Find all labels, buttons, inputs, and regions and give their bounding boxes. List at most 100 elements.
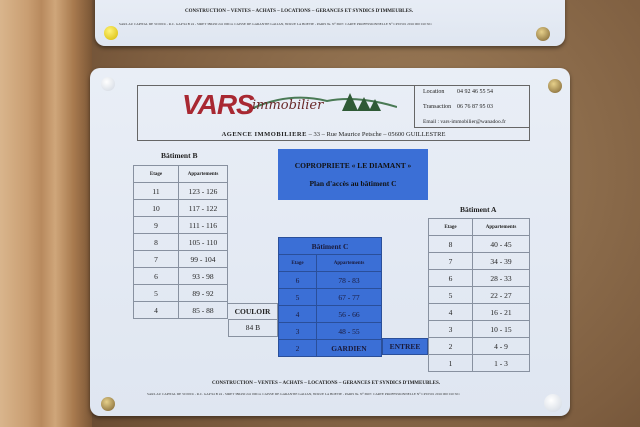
col-floor: Etage: [133, 165, 179, 183]
floor-cell: 4: [428, 303, 473, 321]
col-floor: Etage: [428, 218, 473, 236]
floor-cell: 3: [428, 320, 473, 338]
apartments-cell: 99 - 104: [178, 250, 228, 268]
transaction-label: Transaction: [423, 104, 452, 110]
apartments-cell: 48 - 55: [316, 322, 382, 340]
floor-cell: 6: [133, 267, 179, 285]
apartments-cell: 93 - 98: [178, 267, 228, 285]
table-row: 4 85 - 88: [133, 301, 228, 319]
corridor-label: COULOIR: [228, 303, 278, 320]
building-c-table: Bâtiment C Etage Appartements 6 78 - 83 5 67 …: [278, 237, 382, 357]
pin-icon: [548, 79, 562, 93]
table-row: 6 78 - 83: [278, 271, 382, 289]
footer-legal: SARL AU CAPITAL DE 50 000 € - R.C. GAP 9…: [147, 392, 460, 396]
apartments-cell: 28 - 33: [472, 269, 530, 287]
floor-cell: 6: [278, 271, 317, 289]
floor-cell: 5: [133, 284, 179, 302]
floor-cell: 10: [133, 199, 179, 217]
table-row: 10 117 - 122: [133, 199, 228, 217]
apartments-cell: 34 - 39: [472, 252, 530, 270]
pin-icon: [101, 397, 115, 411]
location-phone: 04 92 46 55 54: [457, 89, 493, 95]
apartments-cell: 78 - 83: [316, 271, 382, 289]
table-row: 5 89 - 92: [133, 284, 228, 302]
table-row: 3 10 - 15: [428, 320, 530, 338]
table-row: 5 22 - 27: [428, 286, 530, 304]
agency-name: AGENCE IMMOBILIERE: [221, 131, 307, 138]
mountain-trees-icon: [247, 93, 397, 112]
floor-cell: 2: [428, 337, 473, 355]
apartments-cell: GARDIEN: [316, 339, 382, 357]
apartments-cell: 67 - 77: [316, 288, 382, 306]
floor-cell: 5: [278, 288, 317, 306]
table-row: 7 99 - 104: [133, 250, 228, 268]
agency-address: AGENCE IMMOBILIERE – 33 – Rue Maurice Pe…: [137, 128, 530, 141]
table-row: 3 48 - 55: [278, 322, 382, 340]
floor-cell: 6: [428, 269, 473, 287]
table-row: 6 93 - 98: [133, 267, 228, 285]
apartments-cell: 123 - 126: [178, 182, 228, 200]
table-row: 4 56 - 66: [278, 305, 382, 323]
pin-icon: [104, 26, 118, 40]
corridor-apartment: 84 B: [228, 319, 278, 337]
floor-cell: 7: [428, 252, 473, 270]
table-row: 2 GARDIEN: [278, 339, 382, 357]
entrance: ENTREE: [382, 338, 428, 355]
table-row: 8 105 - 110: [133, 233, 228, 251]
top-services: CONSTRUCTION – VENTES – ACHATS – LOCATIO…: [185, 9, 414, 14]
apartments-cell: 89 - 92: [178, 284, 228, 302]
pin-icon: [536, 27, 550, 41]
top-sign: CONSTRUCTION – VENTES – ACHATS – LOCATIO…: [95, 0, 565, 46]
floor-cell: 4: [133, 301, 179, 319]
email: Email : vars-immobilier@wanadoo.fr: [423, 119, 506, 125]
building-a-title: Bâtiment A: [460, 205, 497, 214]
table-row: 4 16 - 21: [428, 303, 530, 321]
apartments-cell: 111 - 116: [178, 216, 228, 234]
logo: [137, 85, 415, 128]
floor-cell: 8: [428, 235, 473, 253]
building-c-title: Bâtiment C: [278, 237, 382, 255]
col-floor: Etage: [278, 254, 317, 272]
address-text: – 33 – Rue Maurice Petsche – 05600 GUILL…: [306, 131, 446, 138]
apartments-cell: 1 - 3: [472, 354, 530, 372]
floor-cell: 11: [133, 182, 179, 200]
pin-icon: [544, 394, 562, 412]
wooden-frame: [0, 0, 92, 427]
floor-cell: 8: [133, 233, 179, 251]
apartments-cell: 56 - 66: [316, 305, 382, 323]
copro-subtitle: Plan d'accès au bâtiment C: [309, 179, 397, 188]
table-row: 5 67 - 77: [278, 288, 382, 306]
table-row: 7 34 - 39: [428, 252, 530, 270]
copro-title: COPROPRIETE « LE DIAMANT »: [294, 161, 412, 170]
col-apartments: Appartements: [178, 165, 228, 183]
building-b-table: Etage Appartements 11 123 - 126 10 117 - 122 9…: [133, 165, 228, 319]
apartments-cell: 85 - 88: [178, 301, 228, 319]
pin-icon: [101, 77, 115, 91]
apartments-cell: 4 - 9: [472, 337, 530, 355]
apartments-cell: 40 - 45: [472, 235, 530, 253]
floor-cell: 7: [133, 250, 179, 268]
table-row: 8 40 - 45: [428, 235, 530, 253]
col-apartments: Appartements: [472, 218, 530, 236]
footer-services: CONSTRUCTION – VENTES – ACHATS – LOCATIO…: [212, 381, 441, 386]
col-apartments: Appartements: [316, 254, 382, 272]
building-b-title: Bâtiment B: [161, 151, 198, 160]
transaction-phone: 06 76 87 95 03: [457, 104, 493, 110]
table-row: 9 111 - 116: [133, 216, 228, 234]
floor-cell: 1: [428, 354, 473, 372]
floor-cell: 4: [278, 305, 317, 323]
apartments-cell: 22 - 27: [472, 286, 530, 304]
apartments-cell: 105 - 110: [178, 233, 228, 251]
header-box: [137, 85, 530, 141]
building-a-table: Etage Appartements 8 40 - 45 7 34 - 39 6 28 - 3…: [428, 218, 530, 372]
logo-immobilier: immobilier: [252, 98, 324, 113]
apartments-cell: 117 - 122: [178, 199, 228, 217]
contact-info: Location 04 92 46 55 54 Transaction 06 7…: [415, 85, 530, 128]
floor-cell: 3: [278, 322, 317, 340]
logo-vars: VARS: [182, 89, 255, 120]
location-label: Location: [423, 89, 445, 95]
copro-title-box: COPROPRIETE « LE DIAMANT » Plan d'accès …: [278, 149, 428, 200]
table-row: 6 28 - 33: [428, 269, 530, 287]
